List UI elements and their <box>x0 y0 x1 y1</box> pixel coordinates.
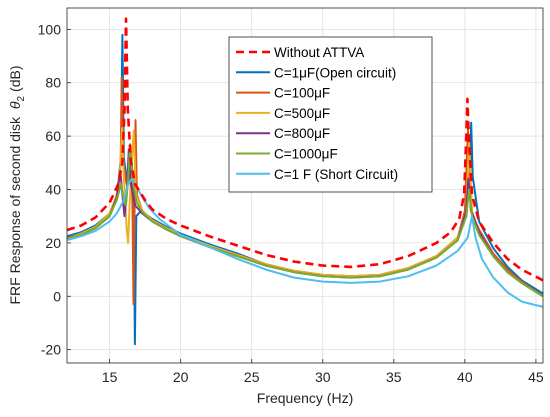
plot-frame <box>66 7 544 364</box>
x-tick-label: 15 <box>102 369 118 385</box>
x-tick-label: 35 <box>386 369 402 385</box>
legend-entry: C=100μF <box>274 86 330 101</box>
y-tick-label: 0 <box>53 288 61 304</box>
y-axis-label-unit: (dB) <box>7 65 23 91</box>
legend-entry: C=1000μF <box>274 147 338 162</box>
legend-entry: Without ATTVA <box>274 45 364 60</box>
y-tick-label: 40 <box>45 182 61 198</box>
legend-entry: C=800μF <box>274 126 330 141</box>
legend-entry: C=1μF(Open circuit) <box>274 65 396 80</box>
y-tick-label: -20 <box>41 342 61 358</box>
legend: Without ATTVA C=1μF(Open circuit) C=100μF C… <box>228 36 433 193</box>
x-axis-label: Frequency (Hz) <box>257 390 353 406</box>
x-tick-label: 25 <box>244 369 260 385</box>
y-axis-label-text: FRF Response of second disk <box>7 116 23 305</box>
series-line <box>66 17 544 282</box>
x-tick-label: 30 <box>315 369 331 385</box>
x-tick-label: 40 <box>457 369 473 385</box>
y-axis-label-subscript: 2 <box>16 95 27 101</box>
legend-entry: C=500μF <box>274 106 330 121</box>
series-line <box>66 143 544 298</box>
axis-ticks: 15 20 25 30 35 40 45 -20 0 20 40 60 80 100 <box>38 21 544 385</box>
y-axis-label-symbol: θ <box>7 101 23 109</box>
y-tick-label: 60 <box>45 128 61 144</box>
y-tick-label: 80 <box>45 75 61 91</box>
legend-box <box>228 36 433 193</box>
series-line <box>66 177 544 308</box>
legend-entry: C=1 F (Short Circuit) <box>274 167 398 182</box>
y-tick-label: 100 <box>38 21 62 37</box>
y-axis-label: FRF Response of second disk θ2 (dB) <box>7 65 27 304</box>
series-layer <box>66 17 544 346</box>
series-line <box>66 33 544 346</box>
x-tick-label: 45 <box>528 369 544 385</box>
x-tick-label: 20 <box>173 369 189 385</box>
y-tick-label: 20 <box>45 235 61 251</box>
